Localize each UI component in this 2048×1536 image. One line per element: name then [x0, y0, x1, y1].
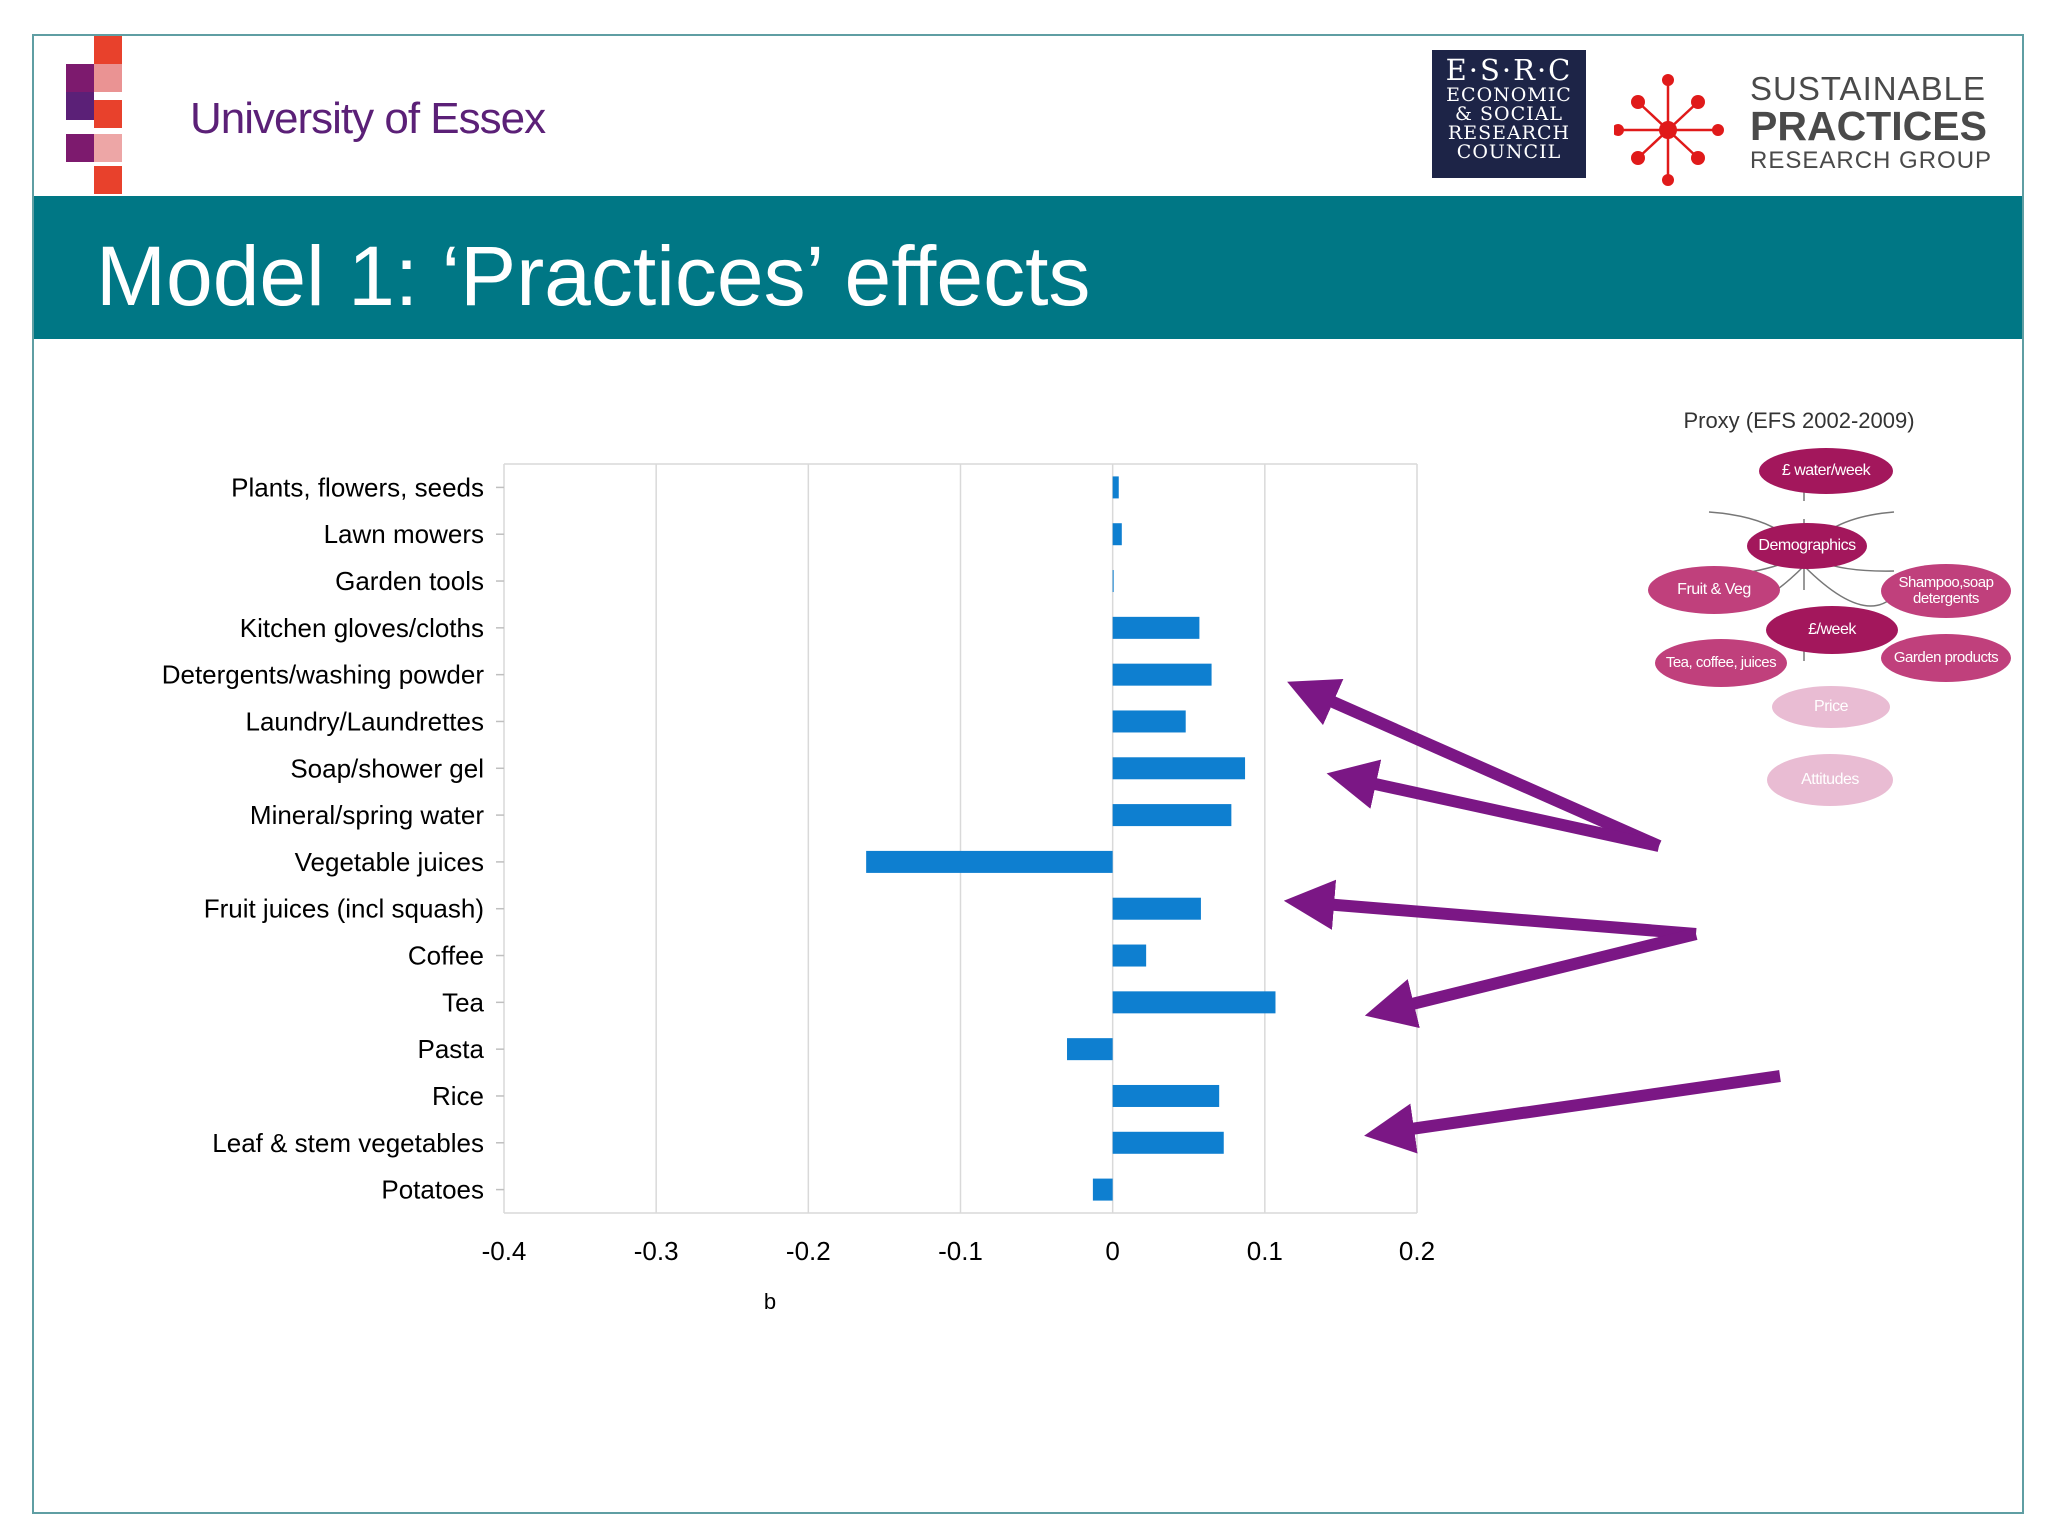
logo-square — [66, 64, 94, 92]
category-label: Soap/shower gel — [290, 753, 484, 783]
category-label: Detergents/washing powder — [162, 660, 485, 690]
category-label: Coffee — [408, 941, 484, 971]
x-tick-label: -0.4 — [482, 1236, 527, 1266]
chart-grid — [503, 463, 1418, 1214]
logo-square — [66, 134, 94, 162]
bar — [1112, 663, 1212, 686]
chart-bars — [866, 476, 1276, 1201]
node-demographics: Demographics — [1747, 523, 1867, 569]
logo-square — [94, 134, 122, 162]
category-label: Laundry/Laundrettes — [245, 706, 484, 736]
bar-chart: Plants, flowers, seeds Lawn mowers Garden … — [162, 463, 1435, 1314]
university-of-essex-logo: University of Essex — [64, 36, 564, 196]
category-label: Rice — [432, 1081, 484, 1111]
category-label: Lawn mowers — [324, 519, 484, 549]
bar — [1112, 897, 1201, 920]
x-tick-label: -0.2 — [786, 1236, 831, 1266]
esrc-logo: E·S·R·C ECONOMIC & SOCIAL RESEARCH COUNC… — [1432, 50, 1586, 178]
esrc-line: COUNCIL — [1456, 141, 1562, 163]
logo-square — [94, 100, 122, 128]
esrc-line: & SOCIAL — [1455, 103, 1563, 125]
category-label: Garden tools — [335, 566, 484, 596]
logo-square — [94, 166, 122, 194]
category-label: Fruit juices (incl squash) — [204, 894, 484, 924]
node-garden-products: Garden products — [1881, 634, 2011, 682]
node-fruit-veg: Fruit & Veg — [1648, 566, 1780, 614]
category-label: Tea — [442, 987, 484, 1017]
category-label: Potatoes — [381, 1175, 484, 1205]
node-price: Price — [1772, 686, 1890, 728]
bar — [1112, 710, 1186, 733]
title-bar: Model 1: ‘Practices’ effects — [34, 196, 2022, 339]
category-label: Pasta — [418, 1034, 485, 1064]
esrc-line: ECONOMIC — [1446, 84, 1572, 106]
bar — [1112, 757, 1246, 780]
category-label: Plants, flowers, seeds — [231, 472, 484, 502]
sustainable-practices-logo: SUSTAINABLE PRACTICES RESEARCH GROUP — [1612, 60, 2014, 190]
bar — [1112, 570, 1114, 593]
node-water-week: £ water/week — [1759, 448, 1893, 494]
category-label: Vegetable juices — [295, 847, 484, 877]
molecule-icon — [1612, 74, 1724, 186]
category-labels: Plants, flowers, seeds Lawn mowers Garden … — [162, 472, 504, 1205]
x-axis-label: b — [764, 1289, 776, 1314]
bar — [1112, 991, 1276, 1014]
x-tick-label: 0.2 — [1399, 1236, 1435, 1266]
slide: University of Essex E·S·R·C ECONOMIC & S… — [32, 34, 2024, 1514]
spr-line-practices: PRACTICES — [1750, 103, 1987, 149]
bar — [1112, 523, 1122, 546]
x-tick-labels: -0.4 -0.3 -0.2 -0.1 0 0.1 0.2 — [482, 1236, 1435, 1266]
slide-title: Model 1: ‘Practices’ effects — [96, 229, 1091, 323]
category-label: Leaf & stem vegetables — [212, 1128, 484, 1158]
bar — [866, 850, 1113, 873]
university-name: University of Essex — [190, 94, 546, 143]
spr-line-research-group: RESEARCH GROUP — [1750, 147, 1993, 174]
bar — [1112, 1131, 1224, 1154]
node-attitudes: Attitudes — [1767, 754, 1893, 806]
proxy-diagram: Proxy (EFS 2002-2009) £ water/week Demog… — [1594, 366, 2022, 816]
x-tick-label: -0.1 — [938, 1236, 983, 1266]
category-label: Mineral/spring water — [250, 800, 484, 830]
logo-square — [66, 92, 94, 120]
x-tick-label: 0 — [1105, 1236, 1119, 1266]
proxy-diagram-title: Proxy (EFS 2002-2009) — [1683, 408, 1915, 433]
x-tick-label: 0.1 — [1247, 1236, 1283, 1266]
bar — [1092, 1178, 1113, 1201]
category-label: Kitchen gloves/cloths — [240, 613, 484, 643]
bar — [1112, 1084, 1220, 1107]
spr-line-sustainable: SUSTAINABLE — [1750, 70, 1986, 107]
node-shampoo-soap-detergents: Shampoo,soap detergents — [1881, 564, 2011, 618]
x-tick-label: -0.3 — [634, 1236, 679, 1266]
node-pound-per-week: £/week — [1766, 606, 1898, 654]
logo-square — [94, 36, 122, 64]
esrc-line: E·S·R·C — [1445, 53, 1573, 87]
logo-square — [94, 64, 122, 92]
bar — [1112, 476, 1119, 499]
bar — [1067, 1038, 1113, 1061]
esrc-line: RESEARCH — [1447, 122, 1571, 144]
bar — [1112, 944, 1147, 967]
bar — [1112, 804, 1232, 827]
node-tea-coffee-juices: Tea, coffee, juices — [1655, 639, 1787, 687]
bar — [1112, 616, 1200, 639]
